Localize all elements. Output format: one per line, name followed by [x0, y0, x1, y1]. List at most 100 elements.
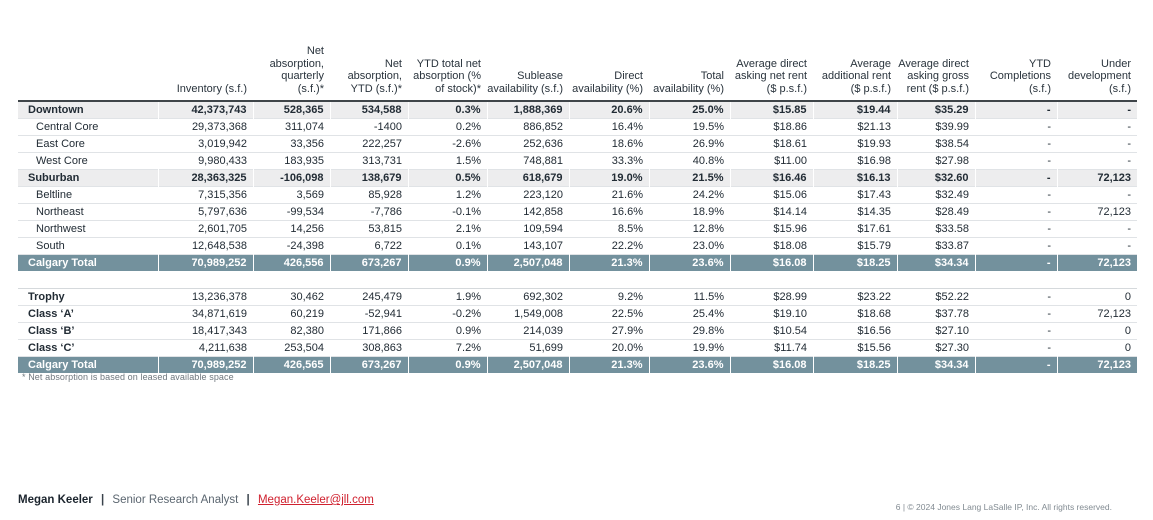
row-label: Trophy	[28, 291, 65, 303]
cell: 72,123	[1097, 257, 1131, 269]
cell: -0.1%	[452, 206, 481, 218]
column-header: Average direct asking gross rent ($ p.s.…	[898, 57, 969, 95]
row-label: West Core	[36, 155, 88, 167]
cell: $16.08	[730, 254, 814, 271]
cell: 4,211,638	[198, 342, 247, 354]
author-email-link[interactable]: Megan.Keeler@jll.com	[257, 494, 374, 506]
table-row: West Core 9,980,433 183,935 313,731 1.5% 748,…	[18, 153, 1137, 170]
cell: -	[975, 356, 1058, 373]
divider: |	[246, 494, 250, 506]
cell: 42,373,743	[158, 101, 254, 119]
cell: 12.8%	[692, 223, 724, 235]
cell: -	[1047, 342, 1051, 354]
cell: 9.2%	[617, 291, 643, 303]
cell: 51,699	[529, 342, 563, 354]
cell: 222,257	[362, 138, 402, 150]
cell: $27.10	[935, 325, 969, 337]
cell: 29,373,368	[191, 121, 247, 133]
column-header: Direct availability (%)	[572, 70, 643, 95]
table-row: Downtown 42,373,743 528,365 534,588 0.3% 1,88…	[18, 101, 1137, 119]
cell: 40.8%	[692, 155, 724, 167]
cell: $18.25	[813, 356, 898, 373]
cell: -	[1047, 189, 1051, 201]
table-row: Class ‘B’ 18,417,343 82,380 171,866 0.9% 214,…	[18, 323, 1137, 340]
cell: 53,815	[368, 223, 402, 235]
total-row: Calgary Total 70,989,252 426,565 673,267 0.9…	[18, 356, 1137, 373]
cell: $17.43	[857, 189, 891, 201]
cell: -	[1127, 121, 1131, 133]
cell: $21.13	[857, 121, 891, 133]
cell: -	[975, 254, 1058, 271]
cell: 20.0%	[611, 342, 643, 354]
cell: $16.98	[857, 155, 891, 167]
column-header: YTD Completions (s.f.)	[989, 57, 1051, 95]
cell: $34.34	[897, 356, 976, 373]
cell: $11.00	[774, 155, 807, 167]
cell: $18.25	[813, 254, 898, 271]
cell: 426,565	[253, 356, 331, 373]
table-row: Northeast 5,797,636 -99,534 -7,786 -0.1% 142,…	[18, 204, 1137, 221]
cell: 0.9%	[455, 325, 481, 337]
row-label: Class ‘C’	[28, 342, 75, 354]
cell: -	[1047, 325, 1051, 337]
cell: 11.5%	[693, 291, 724, 303]
cell: -	[1127, 240, 1131, 252]
cell: $17.61	[857, 223, 891, 235]
cell: $19.10	[773, 308, 807, 320]
cell: $15.85	[730, 101, 814, 119]
cell: $33.58	[935, 223, 969, 235]
cell: 72,123	[1097, 206, 1131, 218]
cell: $32.60	[897, 169, 976, 187]
cell: 0.9%	[408, 254, 488, 271]
cell: $32.49	[935, 189, 969, 201]
cell: 18.9%	[692, 206, 724, 218]
table-row: Northwest 2,601,705 14,256 53,815 2.1% 109,59…	[18, 221, 1137, 238]
row-label: South	[36, 240, 65, 252]
cell: 0	[1124, 325, 1131, 337]
cell: 26.9%	[692, 138, 724, 150]
row-label: Suburban	[18, 169, 159, 187]
cell: 24.2%	[692, 189, 724, 201]
cell: 33.3%	[611, 155, 643, 167]
row-label: Northwest	[36, 223, 86, 235]
cell: 313,731	[362, 155, 402, 167]
cell: $18.68	[857, 308, 891, 320]
cell: 0.2%	[455, 121, 481, 133]
column-header: Sublease availability (s.f.)	[487, 70, 563, 95]
table-row: Central Core 29,373,368 311,074 -1400 0.2% 88…	[18, 119, 1137, 136]
cell: -	[1127, 155, 1131, 167]
cell: 3,019,942	[198, 138, 247, 150]
table-row: East Core 3,019,942 33,356 222,257 -2.6% 252,…	[18, 136, 1137, 153]
cell: 673,267	[330, 254, 409, 271]
total-row: Calgary Total 70,989,252 426,556 673,267 0.9…	[18, 254, 1137, 271]
column-header: Average direct asking net rent ($ p.s.f.…	[734, 57, 807, 95]
table-header-row: Inventory (s.f.) Net absorption, quarterl…	[18, 45, 1137, 101]
cell: 82,380	[290, 325, 324, 337]
cell: -	[975, 101, 1058, 119]
cell: 13,236,378	[191, 291, 247, 303]
row-label: Beltline	[36, 189, 73, 201]
cell: -	[1047, 206, 1051, 218]
cell: 618,679	[487, 169, 570, 187]
cell: 143,107	[523, 240, 563, 252]
cell: 0.9%	[408, 356, 488, 373]
cell: 60,219	[290, 308, 324, 320]
cell: $38.54	[935, 138, 969, 150]
cell: 21.6%	[611, 189, 643, 201]
cell: 7,315,356	[198, 189, 247, 201]
cell: -106,098	[253, 169, 331, 187]
cell: $39.99	[935, 121, 969, 133]
cell: $18.08	[773, 240, 807, 252]
cell: 3,569	[296, 189, 324, 201]
cell: $10.54	[773, 325, 807, 337]
cell: $35.29	[897, 101, 976, 119]
cell: $16.13	[813, 169, 898, 187]
table-row: Suburban 28,363,325 -106,098 138,679 0.5% 618…	[18, 169, 1137, 187]
cell: 142,858	[523, 206, 563, 218]
cell: -	[1127, 104, 1131, 116]
cell: 20.6%	[569, 101, 650, 119]
cell: 22.2%	[611, 240, 643, 252]
cell: 2,507,048	[487, 356, 570, 373]
cell: $16.08	[730, 356, 814, 373]
cell: 308,863	[362, 342, 402, 354]
